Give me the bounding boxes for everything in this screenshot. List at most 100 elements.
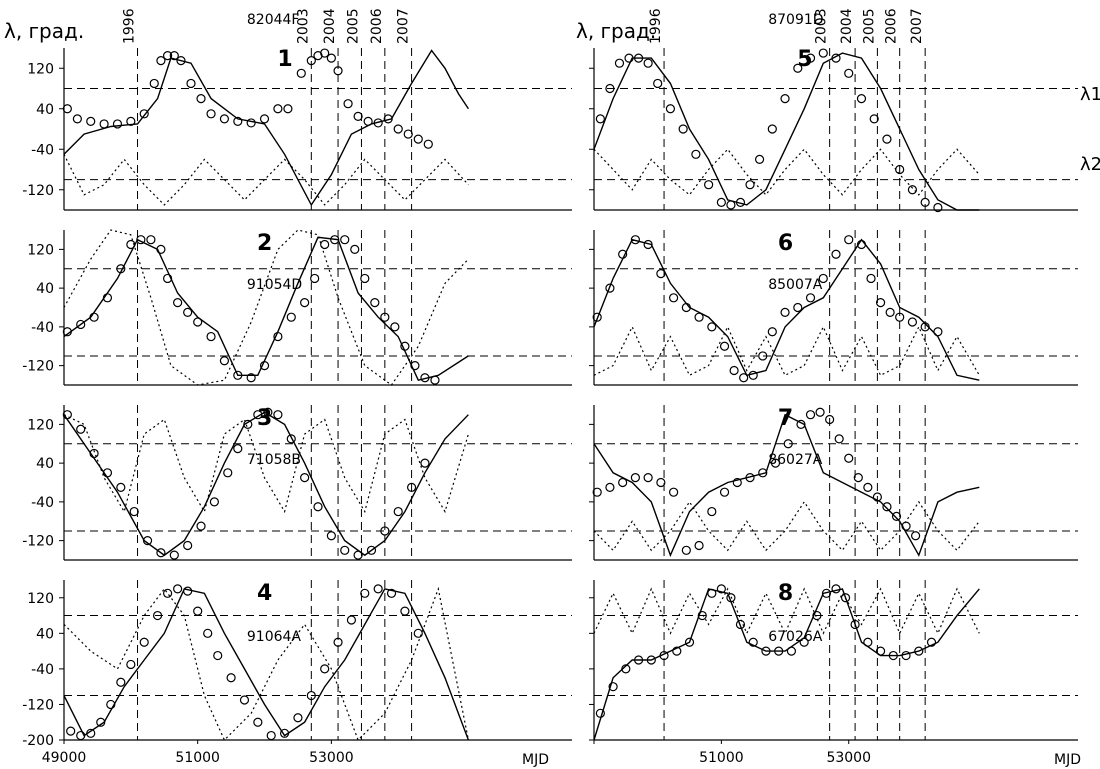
y-tick-label: -120 [22,183,54,199]
data-point [126,116,136,127]
data-point [353,550,363,560]
data-point [911,531,921,541]
data-point [840,593,851,603]
data-point [156,244,166,254]
data-point [326,53,336,63]
ref-level-2: λ2 [1080,154,1100,175]
data-point [726,200,736,210]
data-point [774,646,784,656]
data-point [310,273,320,284]
data-point [413,134,423,144]
data-point [193,317,203,327]
y-tick-label: 120 [27,417,54,433]
model-curve [63,236,469,382]
data-point [767,124,777,134]
data-point [793,302,803,313]
data-point [86,728,96,738]
data-point [656,477,666,488]
left-xlabel: MJD [522,752,549,768]
year-label: 2003 [295,8,311,44]
data-point [758,468,768,478]
data-point [112,119,123,129]
data-point [380,312,390,322]
data-point [219,356,230,366]
data-point [834,434,844,444]
y-tick-label: -120 [22,697,54,713]
model-curve [593,238,980,381]
data-point [624,53,634,63]
data-point [89,312,99,322]
data-point [136,235,146,245]
data-point [253,717,263,727]
data-point [320,664,330,674]
x-tick-label: 49000 [42,750,87,766]
data-point [745,180,755,190]
data-point [767,327,777,337]
data-point [76,730,86,741]
data-point [370,298,380,308]
data-point [920,322,930,332]
y-tick-label: 120 [27,61,54,77]
data-point [102,293,113,303]
data-point [885,307,895,317]
data-point [393,124,403,134]
panel-number: 7 [778,406,793,431]
data-point [704,180,714,190]
data-point [780,307,790,317]
data-point [233,370,243,380]
data-point [719,341,730,351]
data-point [102,468,113,478]
data-point [907,185,918,195]
data-point [173,584,183,594]
year-label: 2007 [909,8,925,44]
year-label: 2004 [322,8,338,44]
data-point [895,164,905,175]
data-point [163,50,173,61]
data-point [707,506,717,517]
data-point [400,341,410,351]
data-point [605,283,615,293]
data-point [707,322,717,332]
panel-2: 120 40 -40 -120 2 91054D [22,229,572,386]
data-point [169,550,179,560]
data-point [383,114,393,124]
data-point [152,610,163,621]
data-point [882,502,892,512]
panel-number: 6 [778,231,793,256]
data-point [300,298,310,308]
data-point [320,239,330,250]
data-point [856,94,867,104]
data-point [410,361,420,371]
panel-number: 2 [257,231,272,256]
right-ylabel: λ, град. [576,19,656,43]
data-point [630,235,640,245]
data-point [669,293,679,303]
data-point [380,526,390,536]
data-point [320,48,330,58]
y-tick-label: 40 [36,456,54,472]
data-point [592,312,602,322]
y-tick-label: -40 [31,662,54,678]
data-point [875,298,886,308]
data-point [643,473,653,483]
data-point [770,458,781,468]
model-curve [63,411,469,557]
data-point [665,104,676,114]
data-point [403,129,413,139]
data-point [333,637,343,647]
data-point [694,312,704,322]
data-point [850,619,860,630]
year-label: 1996 [648,8,664,44]
data-point [901,521,911,531]
data-point [62,410,72,420]
data-point [786,646,797,656]
data-point [326,531,336,541]
data-point [183,540,193,551]
panel-number: 5 [797,47,812,72]
data-point [605,83,615,94]
data-point [812,610,822,621]
data-point [126,239,136,250]
data-point [243,419,253,429]
data-point [920,197,930,208]
data-point [697,610,707,621]
